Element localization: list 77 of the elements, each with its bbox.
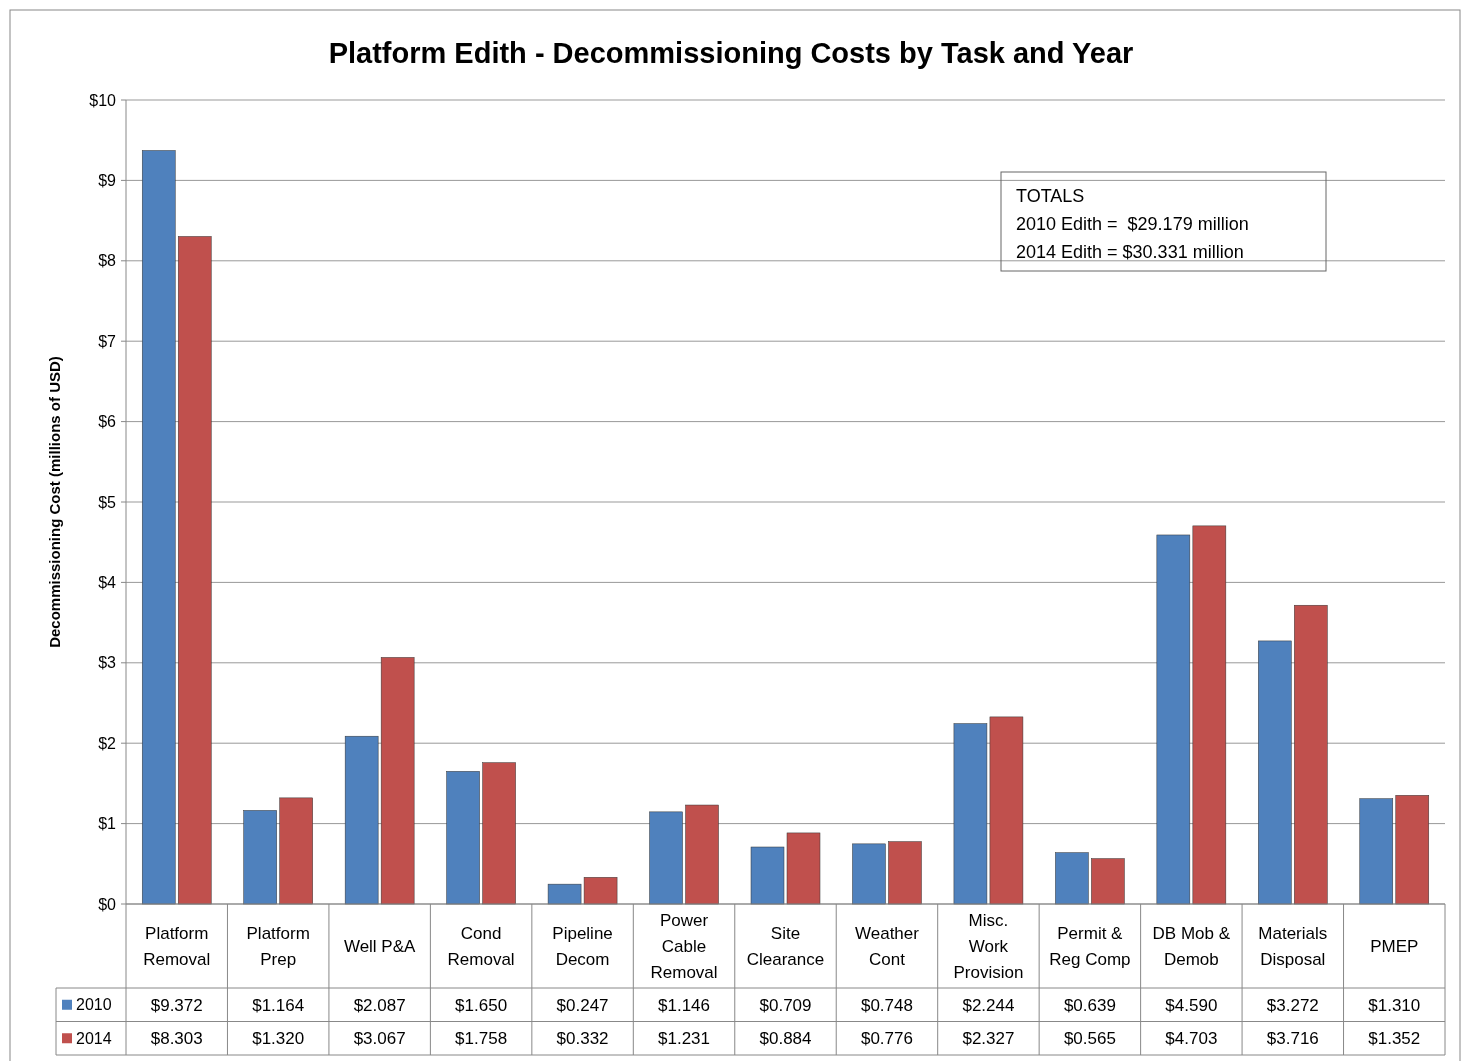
x-tick-label: Platform Prep bbox=[246, 923, 310, 969]
data-label: $1.352 bbox=[1368, 1029, 1421, 1049]
y-tick-label: $6 bbox=[98, 413, 117, 431]
bar bbox=[685, 804, 719, 905]
annotation: 2014 Edith = $30.331 million bbox=[1016, 242, 1244, 263]
bar bbox=[177, 236, 212, 905]
x-tick-label: Materials Disposal bbox=[1258, 923, 1328, 969]
data-label: $8.303 bbox=[150, 1029, 203, 1049]
y-tick-label: $9 bbox=[98, 172, 117, 189]
legend-label: 2014 bbox=[76, 1029, 112, 1047]
annotation: 2010 Edith = $29.179 million bbox=[1016, 214, 1249, 235]
bar bbox=[1258, 640, 1292, 905]
bar bbox=[1395, 795, 1430, 905]
x-tick-label: Permit & Reg Comp bbox=[1049, 923, 1131, 969]
data-label: $1.320 bbox=[252, 1029, 305, 1049]
x-tick-label: Misc. Work Provision bbox=[953, 910, 1024, 982]
bar bbox=[852, 843, 886, 905]
data-label: $4.703 bbox=[1165, 1029, 1218, 1049]
y-tick-label: $1 bbox=[98, 815, 117, 833]
x-tick-label: Pipeline Decom bbox=[552, 923, 613, 969]
data-label: $3.067 bbox=[353, 1029, 406, 1049]
y-tick-label: $5 bbox=[98, 493, 117, 511]
bar bbox=[279, 797, 313, 905]
y-axis-title: Decommissioning Cost (millions of USD) bbox=[46, 356, 63, 648]
x-tick-label: Cond Removal bbox=[447, 923, 515, 969]
data-label: $0.709 bbox=[759, 995, 812, 1015]
y-tick-label: $2 bbox=[98, 734, 117, 752]
data-label: $1.146 bbox=[658, 995, 711, 1015]
x-tick-label: Platform Removal bbox=[143, 923, 211, 969]
bar bbox=[1192, 525, 1227, 905]
bar bbox=[380, 657, 415, 905]
x-tick-label: Site Clearance bbox=[746, 923, 825, 969]
data-label: $1.758 bbox=[455, 1029, 508, 1049]
bar bbox=[1055, 852, 1089, 905]
y-tick-label: $4 bbox=[98, 574, 117, 591]
y-tick-label: $0 bbox=[98, 895, 117, 913]
y-tick-label: $7 bbox=[98, 332, 117, 350]
bar bbox=[1091, 858, 1125, 905]
data-label: $0.884 bbox=[759, 1029, 812, 1049]
data-label: $1.164 bbox=[252, 995, 305, 1015]
data-label: $0.639 bbox=[1063, 995, 1116, 1015]
y-tick-label: $10 bbox=[89, 91, 117, 109]
data-label: $1.310 bbox=[1368, 995, 1421, 1015]
x-tick-label: DB Mob & Demob bbox=[1152, 923, 1231, 969]
data-label: $0.247 bbox=[556, 995, 609, 1015]
data-label: $2.327 bbox=[962, 1029, 1015, 1049]
data-label: $1.231 bbox=[658, 1029, 711, 1049]
bar bbox=[141, 150, 176, 905]
x-tick-label: Power Cable Removal bbox=[650, 910, 718, 982]
annotation: TOTALS bbox=[1016, 186, 1085, 207]
bar bbox=[1156, 534, 1191, 905]
bar bbox=[888, 841, 922, 905]
data-label: $0.565 bbox=[1063, 1029, 1116, 1049]
data-label: $0.748 bbox=[860, 995, 913, 1015]
bar bbox=[344, 735, 379, 905]
bar bbox=[482, 762, 516, 905]
data-label: $9.372 bbox=[150, 995, 203, 1015]
bar bbox=[649, 811, 683, 905]
data-label: $2.244 bbox=[962, 995, 1015, 1015]
data-label: $3.272 bbox=[1266, 995, 1319, 1015]
chart-title: Platform Edith - Decommissioning Costs by Task and Year bbox=[328, 37, 1134, 69]
data-label: $0.332 bbox=[556, 1029, 609, 1049]
legend-label: 2010 bbox=[76, 996, 112, 1014]
data-label: $4.590 bbox=[1165, 995, 1218, 1015]
x-tick-label: Weather Cont bbox=[854, 923, 920, 969]
data-label: $0.776 bbox=[860, 1029, 913, 1049]
y-tick-label: $3 bbox=[98, 654, 117, 672]
bar bbox=[1294, 604, 1328, 905]
bar bbox=[446, 771, 480, 905]
data-label: $2.087 bbox=[353, 995, 406, 1015]
data-label: $3.716 bbox=[1266, 1029, 1319, 1049]
x-tick-label: PMEP bbox=[1370, 936, 1419, 956]
x-tick-label: Well P&A bbox=[343, 936, 417, 956]
y-tick-label: $8 bbox=[98, 252, 117, 270]
bar bbox=[243, 810, 277, 905]
data-label: $1.650 bbox=[455, 995, 508, 1015]
bar bbox=[1359, 798, 1394, 905]
